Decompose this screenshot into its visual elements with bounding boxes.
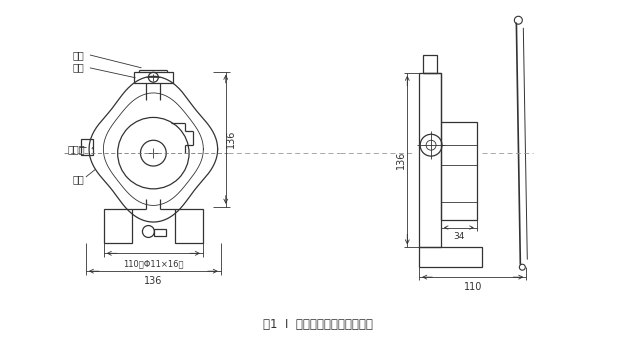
- Bar: [154, 228, 166, 236]
- Bar: [81, 139, 93, 155]
- Text: 图1  I  型拉绳开关外形结构简图: 图1 I 型拉绳开关外形结构简图: [263, 318, 373, 331]
- Text: 壳体: 壳体: [72, 174, 84, 184]
- Bar: [419, 247, 482, 267]
- Bar: [423, 55, 437, 73]
- Text: 136: 136: [396, 151, 406, 169]
- Bar: [104, 209, 131, 244]
- Text: 34: 34: [453, 233, 464, 241]
- Bar: [134, 72, 173, 83]
- Text: 110: 110: [464, 282, 482, 292]
- Text: 136: 136: [225, 130, 236, 148]
- Text: 摆臂: 摆臂: [72, 62, 84, 72]
- Bar: [175, 209, 203, 244]
- Text: 出线口: 出线口: [67, 144, 85, 154]
- Bar: [441, 122, 476, 220]
- Bar: [419, 73, 441, 247]
- Text: 拉环: 拉环: [72, 50, 84, 60]
- Text: 110（Φ11×16）: 110（Φ11×16）: [123, 259, 183, 268]
- Text: 136: 136: [144, 276, 162, 286]
